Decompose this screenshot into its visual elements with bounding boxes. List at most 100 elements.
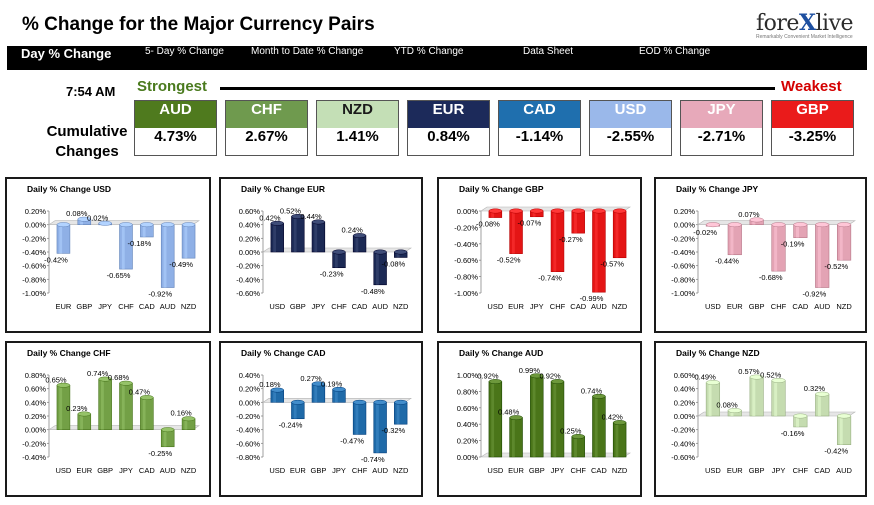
bar-cap [98, 376, 112, 382]
x-category-label: NZD [181, 466, 197, 475]
data-label: -0.44% [715, 257, 739, 266]
bar-highlight [396, 402, 400, 425]
y-tick-label: -0.60% [236, 439, 260, 448]
chart-title: Daily % Change JPY [676, 184, 759, 194]
currency-cumulative-value: -1.14% [499, 128, 580, 155]
data-label: 0.52% [760, 370, 782, 379]
tab-month-to-date-change[interactable]: Month to Date % Change [251, 46, 364, 57]
data-label: 0.42% [259, 213, 281, 222]
y-tick-label: -0.20% [671, 234, 695, 243]
bar-highlight [376, 252, 379, 285]
y-tick-label: -0.20% [454, 223, 478, 232]
y-tick-label: 0.00% [457, 453, 479, 462]
bar-cap [837, 413, 852, 419]
x-category-label: CAD [139, 466, 155, 475]
bar-gbp [749, 376, 764, 417]
bar-highlight [273, 223, 277, 252]
bar-nzd [612, 210, 627, 259]
chart-title: Daily % Change EUR [241, 184, 325, 194]
x-category-label: GBP [311, 466, 327, 475]
tab-ytd-change[interactable]: YTD % Change [394, 46, 464, 57]
y-tick-label: 0.60% [674, 371, 696, 380]
y-tick-label: -0.40% [671, 248, 695, 257]
data-label: -0.47% [340, 436, 364, 445]
chart-panel-6: Daily % Change CAD 0.40% 0.20% 0.00% -0.20% -… [219, 341, 423, 497]
data-label: 0.02% [87, 213, 109, 222]
bar-cap [181, 222, 196, 228]
bar-highlight [184, 418, 188, 430]
bar-nzd [836, 224, 852, 261]
y-tick-label: -0.20% [22, 439, 46, 448]
x-category-label: AUD [836, 466, 852, 475]
chart-panel-1: Daily % Change USD 0.20% 0.00% -0.20% -0.40%… [5, 177, 211, 333]
bar-highlight [553, 211, 557, 272]
x-category-label: NZD [836, 302, 852, 311]
y-tick-label: 0.40% [239, 371, 261, 380]
bar-chart: Daily % Change CHF 0.80% 0.60% 0.40% 0.20% 0.… [22, 348, 200, 475]
bar-chart: Daily % Change USD 0.20% 0.00% -0.20% -0.40%… [22, 184, 200, 311]
bar-cap [311, 381, 326, 387]
data-label: 0.48% [498, 408, 520, 417]
bar-highlight [752, 377, 756, 416]
y-tick-label: 0.00% [674, 221, 696, 230]
forexlive-logo[interactable]: foreXlive Remarkably Convenient Market I… [756, 10, 856, 46]
x-category-label: GBP [749, 302, 765, 311]
x-category-label: USD [487, 302, 503, 311]
x-category-label: JPY [772, 466, 786, 475]
tab-day-change[interactable]: Day % Change [21, 46, 112, 61]
bar-highlight [142, 224, 146, 237]
x-category-label: USD [269, 302, 285, 311]
bar-cap [571, 434, 585, 439]
y-tick-label: -0.20% [671, 426, 695, 435]
y-tick-label: 0.40% [25, 398, 47, 407]
y-tick-label: 0.00% [239, 248, 261, 257]
bar-highlight [532, 211, 536, 217]
bar-highlight [121, 383, 125, 430]
x-category-label: CHF [793, 466, 809, 475]
data-label: -0.07% [517, 219, 541, 228]
chart-title: Daily % Change USD [27, 184, 111, 194]
bar-cap [771, 378, 786, 383]
bar-chart: Daily % Change NZD 0.60% 0.40% 0.20% 0.00% -0… [671, 348, 856, 475]
bar-chf [352, 402, 367, 435]
data-label: -0.18% [128, 239, 152, 248]
y-tick-label: 0.00% [239, 398, 261, 407]
bar-highlight [491, 211, 495, 218]
bar-highlight [511, 211, 515, 254]
currency-cumulative-value: -2.55% [590, 128, 671, 155]
bar-highlight [293, 402, 297, 419]
currency-box-nzd: NZD 1.41% [316, 100, 399, 156]
tab-5-day-change[interactable]: 5- Day % Change [145, 46, 224, 57]
currency-box-aud: AUD 4.73% [134, 100, 217, 156]
bar-highlight [163, 429, 167, 447]
y-tick-label: 0.20% [239, 385, 261, 394]
bar-cap [98, 220, 112, 226]
data-label: 0.32% [804, 384, 826, 393]
y-tick-label: 0.60% [25, 385, 47, 394]
y-tick-label: -0.60% [22, 262, 46, 271]
tab-data-sheet[interactable]: Data Sheet [523, 46, 574, 57]
x-category-label: NZD [181, 302, 197, 311]
bar-cap [592, 393, 606, 399]
data-label: -0.52% [497, 256, 521, 265]
y-tick-label: 0.00% [25, 426, 47, 435]
bar-cap [509, 415, 523, 421]
bar-aud [836, 415, 852, 446]
data-label: -0.99% [580, 294, 604, 303]
bar-highlight [553, 381, 557, 457]
x-category-label: NZD [393, 302, 409, 311]
nav-bar: Day % Change 5- Day % Change Month to Da… [7, 46, 867, 70]
bar-jpy [550, 381, 565, 458]
tab-eod-change[interactable]: EOD % Change [639, 46, 711, 57]
chart-panel-7: Daily % Change AUD 1.00% 0.80% 0.60% 0.40% 0.… [437, 341, 642, 497]
bar-nzd [612, 422, 627, 458]
currency-code: USD [590, 101, 671, 128]
bar-eur [727, 224, 742, 256]
bar-chart: Daily % Change GBP 0.00% -0.20% -0.40% -0.60… [454, 184, 631, 311]
y-tick-label: -0.40% [22, 248, 46, 257]
bar-cap [705, 380, 720, 385]
bar-highlight [532, 375, 536, 457]
y-tick-label: -0.40% [22, 453, 46, 462]
bar-highlight [796, 224, 800, 238]
y-tick-label: 0.40% [239, 221, 261, 230]
